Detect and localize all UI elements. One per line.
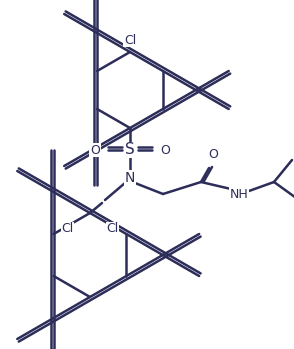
Text: O: O [208, 148, 218, 161]
Text: Cl: Cl [106, 223, 118, 236]
Text: Cl: Cl [124, 34, 136, 46]
Text: O: O [90, 143, 100, 156]
Text: NH: NH [230, 187, 248, 200]
Text: O: O [160, 143, 170, 156]
Text: S: S [125, 142, 135, 157]
Text: Cl: Cl [61, 223, 74, 236]
Text: N: N [125, 171, 135, 185]
